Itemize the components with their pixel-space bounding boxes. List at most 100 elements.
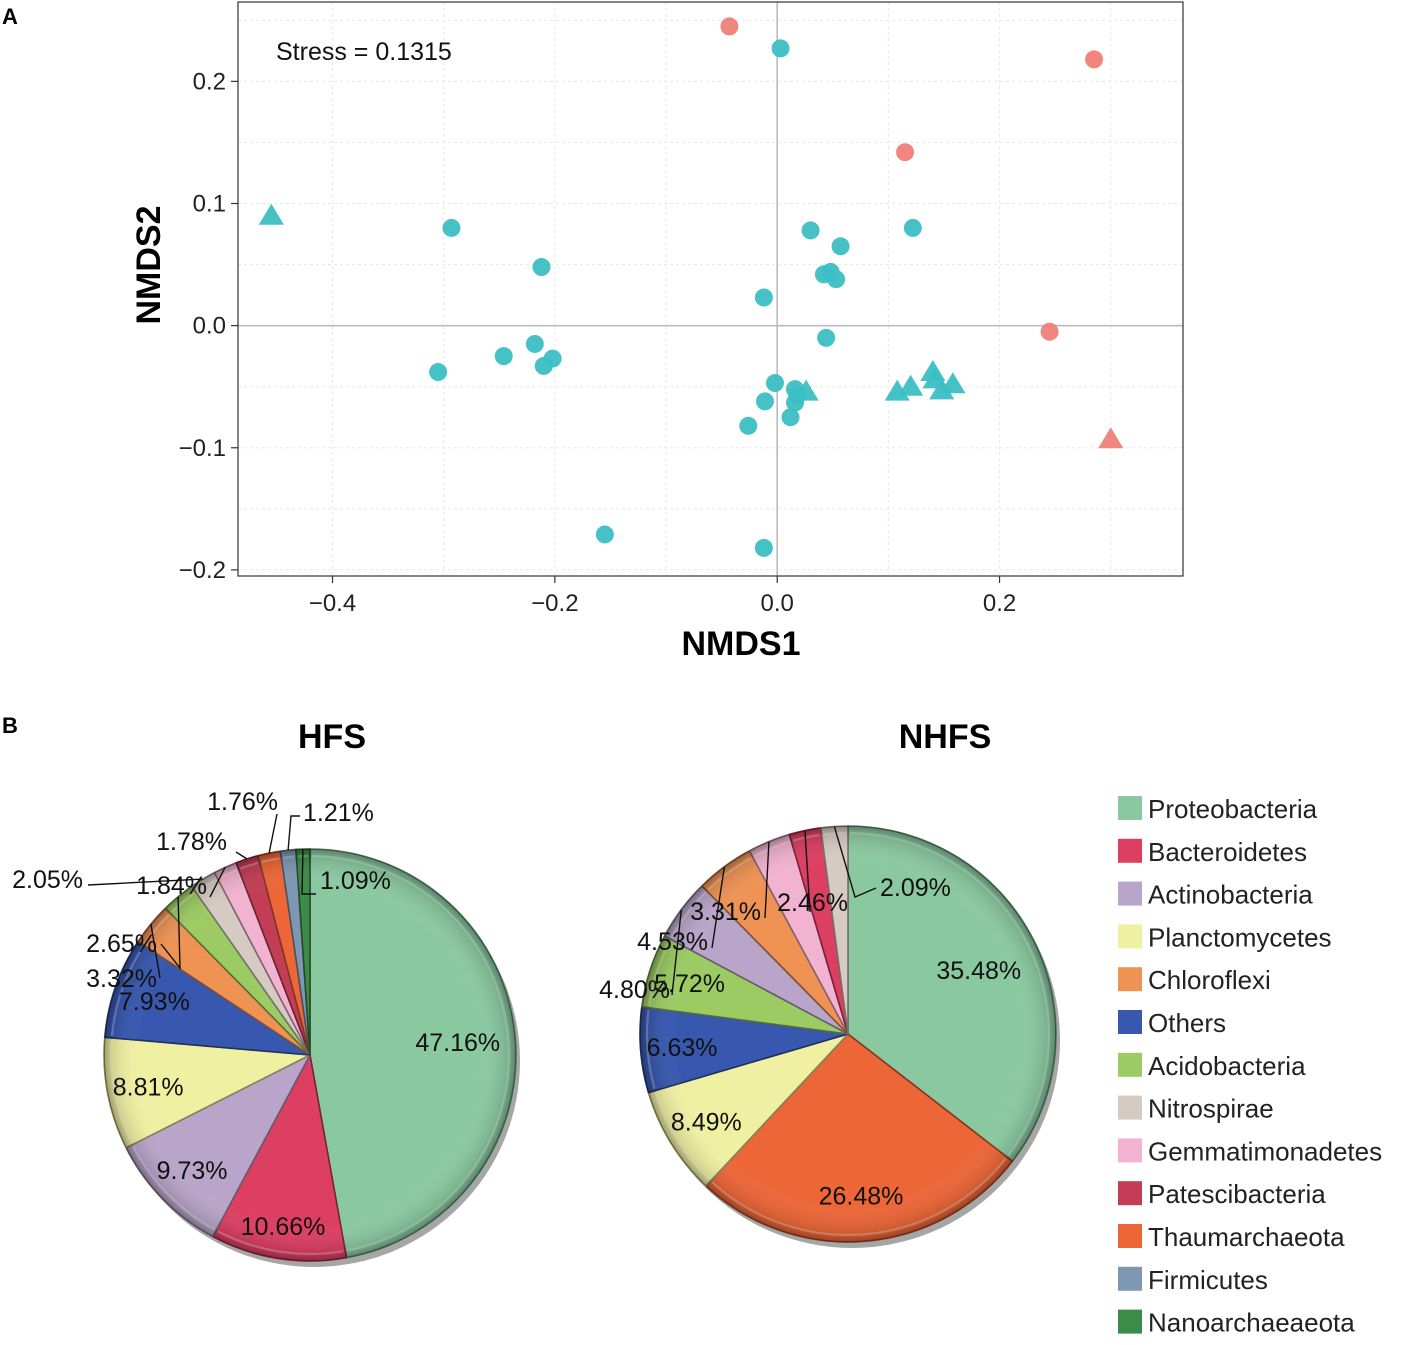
legend-label: Thaumarchaeota bbox=[1148, 1222, 1345, 1252]
data-point-circle bbox=[1040, 322, 1059, 341]
legend-swatch bbox=[1118, 1181, 1142, 1206]
pie-data-label: 1.09% bbox=[320, 867, 391, 895]
x-tick-label: −0.2 bbox=[531, 590, 578, 617]
data-point-circle bbox=[903, 218, 922, 237]
stress-label: Stress = 0.1315 bbox=[276, 38, 452, 66]
legend-swatch bbox=[1118, 796, 1142, 820]
pie-data-label: 2.65% bbox=[86, 930, 157, 958]
pie-data-label: 10.66% bbox=[241, 1213, 326, 1241]
pie-data-label: 9.73% bbox=[157, 1157, 228, 1185]
x-tick-label: 0.0 bbox=[761, 590, 794, 617]
legend-label: Firmicutes bbox=[1148, 1265, 1268, 1295]
legend-swatch bbox=[1118, 967, 1142, 992]
pie-leader-line bbox=[301, 849, 316, 895]
data-point-circle bbox=[755, 392, 774, 411]
hfs-pie-title: HFS bbox=[298, 718, 366, 756]
data-point-circle bbox=[765, 374, 784, 393]
pie-leader-line bbox=[87, 878, 203, 886]
legend-swatch bbox=[1118, 924, 1142, 949]
legend: Proteobacteria Bacteroidetes Actinobacteri… bbox=[1118, 794, 1382, 1338]
x-tick-label: −0.4 bbox=[309, 590, 356, 617]
data-point-circle bbox=[532, 258, 551, 277]
legend-label: Gemmatimonadetes bbox=[1148, 1136, 1382, 1166]
data-point-triangle bbox=[258, 203, 284, 225]
data-point-circle bbox=[817, 328, 836, 347]
data-point-circle bbox=[595, 525, 614, 544]
pie-leader-line bbox=[268, 813, 278, 854]
legend-swatch bbox=[1118, 1309, 1142, 1334]
pie-data-label: 1.78% bbox=[156, 828, 227, 856]
pie-leader-line bbox=[160, 896, 181, 971]
data-point-triangle bbox=[793, 379, 819, 401]
data-point-circle bbox=[442, 218, 461, 237]
plot-frame bbox=[237, 1, 1184, 577]
x-axis-ticks: −0.4 −0.2 0.0 0.2 bbox=[309, 576, 1016, 617]
pie-data-label: 1.84% bbox=[136, 872, 207, 900]
nmds-scatter-plot: −0.4 −0.2 0.0 0.2 −0.2 −0.1 0.0 0.1 0.2 Stress … bbox=[130, 1, 1184, 663]
data-point-circle bbox=[896, 143, 915, 162]
pie-leader-line bbox=[150, 923, 161, 979]
scatter-points bbox=[258, 17, 1124, 557]
pie-data-label: 1.76% bbox=[207, 788, 278, 816]
y-tick-label: −0.2 bbox=[179, 557, 226, 584]
legend-swatch bbox=[1118, 1095, 1142, 1120]
pie-data-label: 3.32% bbox=[86, 965, 157, 993]
legend-label: Nanoarchaeaeota bbox=[1148, 1308, 1355, 1338]
legend-label: Actinobacteria bbox=[1148, 880, 1313, 910]
pie-data-label: 2.05% bbox=[12, 866, 83, 894]
x-tick-label: 0.2 bbox=[983, 590, 1016, 617]
legend-label: Acidobacteria bbox=[1148, 1051, 1306, 1081]
pie-data-label: 7.93% bbox=[119, 988, 190, 1016]
legend-swatch bbox=[1118, 1138, 1142, 1163]
legend-swatch bbox=[1118, 881, 1142, 906]
pie-leader-line bbox=[833, 826, 877, 898]
y-tick-label: −0.1 bbox=[179, 435, 226, 462]
data-point-triangle bbox=[1098, 427, 1124, 449]
nhfs-pie-title: NHFS bbox=[899, 718, 992, 756]
pie-data-label: 8.49% bbox=[671, 1108, 742, 1136]
pie-gloss bbox=[640, 826, 1056, 1242]
zero-reference-lines bbox=[238, 2, 1183, 576]
data-point-circle bbox=[429, 363, 448, 382]
pie-data-label: 1.21% bbox=[303, 799, 374, 827]
data-point-circle bbox=[781, 408, 800, 427]
plot-area bbox=[238, 2, 1183, 576]
data-point-triangle bbox=[929, 378, 955, 400]
pie-data-label: 6.63% bbox=[647, 1034, 718, 1062]
pie-gloss bbox=[104, 849, 516, 1261]
data-point-triangle bbox=[898, 374, 924, 396]
data-point-circle bbox=[543, 349, 562, 368]
data-point-circle bbox=[771, 39, 790, 58]
data-point-circle bbox=[720, 17, 739, 36]
pie-leader-line bbox=[764, 841, 770, 919]
data-point-triangle bbox=[940, 372, 966, 394]
data-point-circle bbox=[754, 538, 773, 557]
pie-leader-line bbox=[209, 866, 226, 898]
pie-data-label: 4.80% bbox=[599, 976, 670, 1004]
legend-label: Planctomycetes bbox=[1148, 922, 1332, 952]
data-point-circle bbox=[1085, 50, 1104, 69]
pie-leader-line bbox=[235, 851, 248, 860]
pie-leader-line bbox=[671, 909, 683, 996]
pie-leader-line bbox=[804, 830, 811, 913]
panel-label-a: A bbox=[2, 4, 18, 29]
pie-data-label: 4.53% bbox=[637, 928, 708, 956]
pie-data-label: 2.09% bbox=[880, 874, 951, 902]
legend-label: Chloroflexi bbox=[1148, 965, 1271, 995]
data-point-circle bbox=[754, 288, 773, 307]
data-point-circle bbox=[831, 237, 850, 256]
legend-swatch bbox=[1118, 1266, 1142, 1291]
legend-label: Others bbox=[1148, 1008, 1226, 1038]
data-point-circle bbox=[827, 270, 846, 289]
nhfs-pie-chart: 35.48% 26.48% 8.49% 6.63% 5.72%4.80% 4.53%3.3… bbox=[599, 825, 1060, 1248]
pie-data-label: 35.48% bbox=[936, 957, 1021, 985]
hfs-pie-chart: 47.16% 10.66% 9.73% 8.81% 7.93%3.32% 2.65% 2.0… bbox=[12, 788, 520, 1267]
legend-label: Nitrospirae bbox=[1148, 1094, 1274, 1124]
pie-data-label: 5.72% bbox=[654, 970, 725, 998]
legend-swatch bbox=[1118, 838, 1142, 863]
pie-leader-line bbox=[711, 866, 726, 949]
data-point-circle bbox=[801, 221, 820, 240]
data-point-circle bbox=[494, 347, 513, 366]
pie-data-label: 8.81% bbox=[113, 1073, 184, 1101]
